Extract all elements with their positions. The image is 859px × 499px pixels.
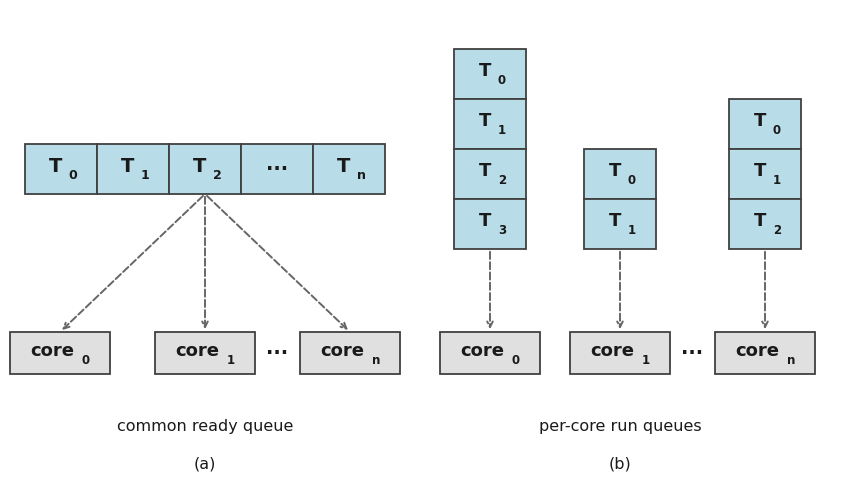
Bar [10, 332, 110, 374]
Text: per-core run queues: per-core run queues [539, 420, 701, 435]
Bar [241, 144, 313, 194]
Bar [729, 199, 801, 249]
Text: 2: 2 [212, 169, 222, 182]
Bar [584, 199, 656, 249]
Bar [300, 332, 400, 374]
Text: T: T [754, 212, 766, 230]
Bar [440, 332, 540, 374]
Text: core: core [30, 342, 74, 360]
Text: 1: 1 [773, 174, 781, 187]
Text: 0: 0 [773, 123, 781, 137]
Text: n: n [787, 353, 795, 366]
Text: ···: ··· [266, 160, 288, 179]
Text: T: T [49, 157, 63, 176]
Text: T: T [609, 212, 621, 230]
Text: core: core [175, 342, 219, 360]
Text: core: core [460, 342, 504, 360]
Text: n: n [356, 169, 365, 182]
Text: T: T [121, 157, 135, 176]
Text: T: T [478, 62, 491, 80]
Text: T: T [193, 157, 207, 176]
Text: T: T [754, 162, 766, 180]
Text: 0: 0 [512, 353, 520, 366]
Text: T: T [478, 212, 491, 230]
Bar [454, 149, 526, 199]
Text: T: T [478, 112, 491, 130]
Text: 0: 0 [498, 73, 506, 86]
Text: 2: 2 [498, 174, 506, 187]
Text: ···: ··· [266, 343, 289, 362]
Text: T: T [609, 162, 621, 180]
Bar [570, 332, 670, 374]
Text: 2: 2 [773, 224, 781, 237]
Text: T: T [478, 162, 491, 180]
Text: 0: 0 [82, 353, 90, 366]
Bar [454, 199, 526, 249]
Bar [729, 99, 801, 149]
Text: common ready queue: common ready queue [117, 420, 293, 435]
Bar [454, 99, 526, 149]
Text: 1: 1 [498, 123, 506, 137]
Bar [584, 149, 656, 199]
Text: 1: 1 [642, 353, 650, 366]
Bar [169, 144, 241, 194]
Bar [155, 332, 255, 374]
Text: n: n [372, 353, 381, 366]
Text: T: T [338, 157, 350, 176]
Text: (b): (b) [609, 457, 631, 472]
Text: 1: 1 [628, 224, 636, 237]
Text: core: core [735, 342, 779, 360]
Text: core: core [590, 342, 634, 360]
Text: 1: 1 [227, 353, 235, 366]
Bar [313, 144, 385, 194]
Text: ···: ··· [681, 343, 704, 362]
Text: T: T [754, 112, 766, 130]
Bar [715, 332, 815, 374]
Bar [729, 149, 801, 199]
Text: 1: 1 [141, 169, 149, 182]
Text: 3: 3 [498, 224, 506, 237]
Text: 0: 0 [69, 169, 77, 182]
Bar [97, 144, 169, 194]
Bar [454, 49, 526, 99]
Text: core: core [320, 342, 364, 360]
Text: (a): (a) [194, 457, 216, 472]
Text: 0: 0 [628, 174, 636, 187]
Bar [25, 144, 97, 194]
